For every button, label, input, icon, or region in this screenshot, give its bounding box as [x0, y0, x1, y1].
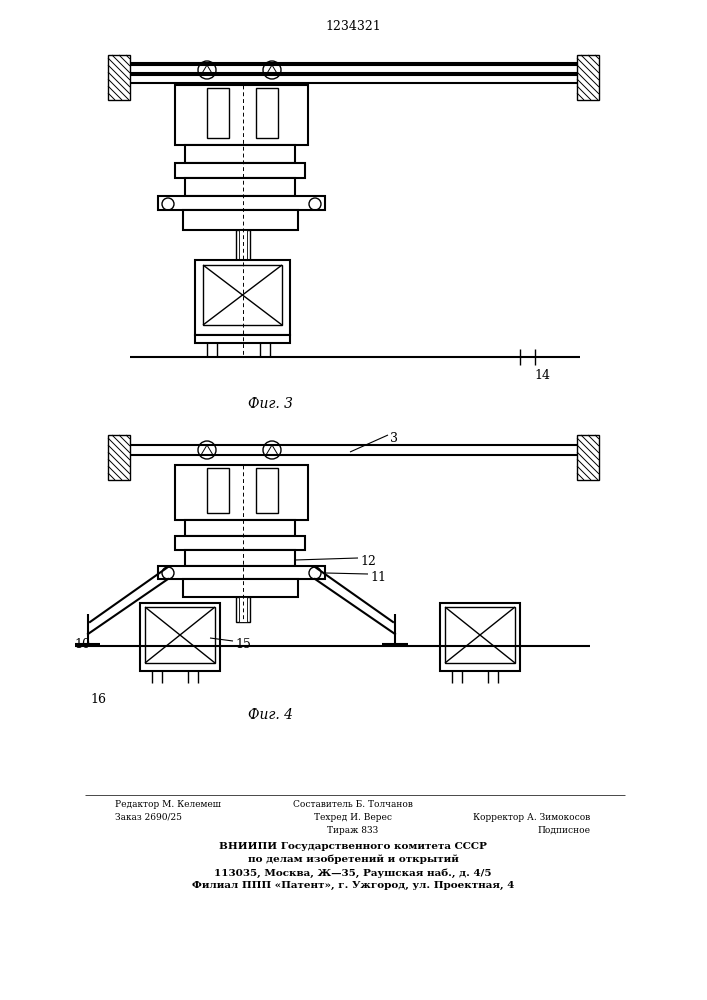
Text: Фиг. 3: Фиг. 3 — [247, 397, 293, 411]
Text: Подписное: Подписное — [537, 826, 590, 835]
Bar — [108, 435, 130, 480]
Text: Тираж 833: Тираж 833 — [327, 826, 379, 835]
Bar — [108, 55, 130, 100]
Bar — [239, 230, 247, 265]
Text: Заказ 2690/25: Заказ 2690/25 — [115, 813, 182, 822]
Bar — [577, 55, 599, 100]
Bar — [185, 178, 295, 196]
Text: 16: 16 — [90, 693, 106, 706]
Bar — [256, 468, 278, 513]
Bar — [577, 435, 599, 480]
Bar — [185, 520, 295, 536]
Bar — [239, 597, 247, 622]
Bar — [440, 603, 520, 671]
Text: Фиг. 4: Фиг. 4 — [247, 708, 293, 722]
Text: Техред И. Верес: Техред И. Верес — [314, 813, 392, 822]
Text: 12: 12 — [360, 555, 376, 568]
Bar — [195, 260, 290, 335]
Bar — [175, 465, 308, 520]
Bar — [183, 210, 298, 230]
Bar — [236, 230, 250, 265]
Bar — [203, 265, 282, 325]
Text: по делам изобретений и открытий: по делам изобретений и открытий — [247, 855, 458, 864]
Text: Составитель Б. Толчанов: Составитель Б. Толчанов — [293, 800, 413, 809]
Bar — [236, 597, 250, 622]
Bar — [445, 607, 515, 663]
Bar — [256, 88, 278, 138]
Bar — [158, 196, 325, 210]
Bar — [183, 579, 298, 597]
Bar — [158, 566, 325, 579]
Text: 3: 3 — [390, 432, 398, 445]
Bar — [195, 335, 290, 343]
Text: 1234321: 1234321 — [325, 20, 381, 33]
Bar — [175, 536, 305, 550]
Text: 14: 14 — [534, 369, 550, 382]
Bar — [175, 163, 305, 178]
Text: Корректор А. Зимокосов: Корректор А. Зимокосов — [473, 813, 590, 822]
Text: Филиал ППП «Патент», г. Ужгород, ул. Проектная, 4: Филиал ППП «Патент», г. Ужгород, ул. Про… — [192, 881, 514, 890]
Text: ВНИИПИ Государственного комитета СССР: ВНИИПИ Государственного комитета СССР — [219, 842, 487, 851]
Bar — [185, 550, 295, 566]
Bar — [207, 88, 229, 138]
Bar — [140, 603, 220, 671]
Bar — [175, 85, 308, 145]
Text: 15: 15 — [235, 638, 251, 651]
Bar — [207, 468, 229, 513]
Text: 10: 10 — [74, 638, 90, 651]
Text: 11: 11 — [370, 571, 386, 584]
Bar — [185, 145, 295, 163]
Text: Редактор М. Келемеш: Редактор М. Келемеш — [115, 800, 221, 809]
Bar — [145, 607, 215, 663]
Text: 113035, Москва, Ж—35, Раушская наб., д. 4/5: 113035, Москва, Ж—35, Раушская наб., д. … — [214, 868, 492, 878]
